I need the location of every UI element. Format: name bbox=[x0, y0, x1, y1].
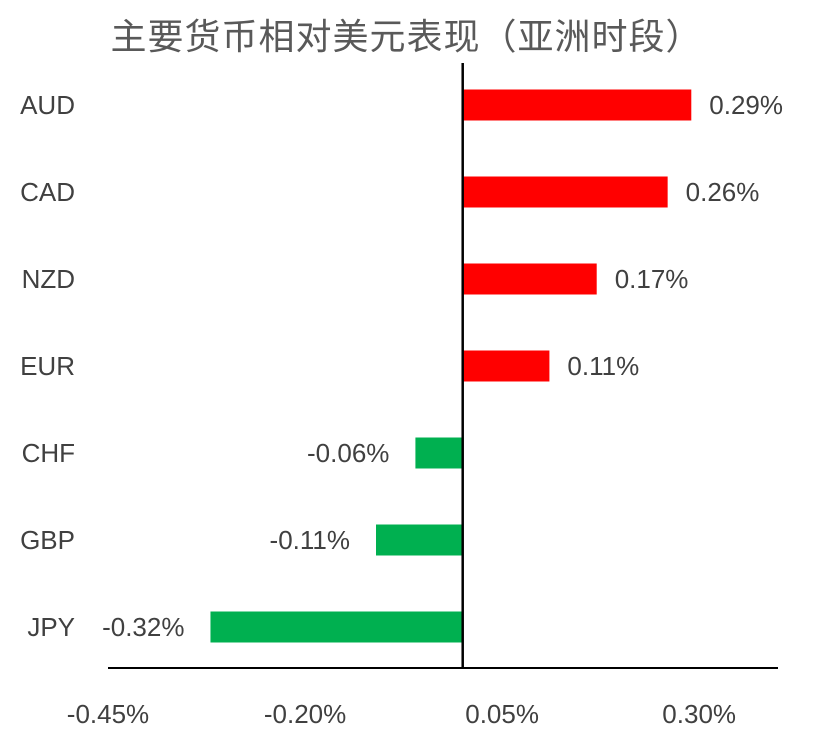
bar-gbp bbox=[376, 524, 463, 556]
bar-jpy bbox=[210, 611, 463, 643]
bar-aud bbox=[462, 89, 692, 121]
x-tick-label-3: 0.30% bbox=[662, 699, 736, 729]
category-labels-group: AUD CAD NZD EUR CHF GBP JPY bbox=[20, 90, 75, 642]
data-label-aud: 0.29% bbox=[709, 90, 783, 120]
chart-title: 主要货币相对美元表现（亚洲时段） bbox=[110, 17, 703, 58]
bar-eur bbox=[462, 350, 550, 382]
x-tick-label-2: 0.05% bbox=[465, 699, 539, 729]
data-labels-group: 0.29% 0.26% 0.17% 0.11% -0.06% -0.11% -0.32% bbox=[102, 90, 783, 642]
category-label-chf: CHF bbox=[22, 438, 75, 468]
category-label-aud: AUD bbox=[20, 90, 75, 120]
data-label-cad: 0.26% bbox=[686, 177, 760, 207]
category-label-eur: EUR bbox=[20, 351, 75, 381]
x-tick-label-0: -0.45% bbox=[67, 699, 149, 729]
category-label-jpy: JPY bbox=[27, 612, 75, 642]
data-label-gbp: -0.11% bbox=[270, 525, 350, 555]
bar-chf bbox=[415, 437, 463, 469]
bars-group bbox=[210, 89, 692, 643]
x-tick-label-1: -0.20% bbox=[264, 699, 346, 729]
category-label-cad: CAD bbox=[20, 177, 75, 207]
category-label-nzd: NZD bbox=[22, 264, 75, 294]
bar-cad bbox=[462, 176, 668, 208]
x-tick-labels-group: -0.45% -0.20% 0.05% 0.30% bbox=[67, 699, 736, 729]
data-label-nzd: 0.17% bbox=[615, 264, 689, 294]
data-label-chf: -0.06% bbox=[307, 438, 389, 468]
bar-nzd bbox=[462, 263, 597, 295]
data-label-jpy: -0.32% bbox=[102, 612, 184, 642]
data-label-eur: 0.11% bbox=[567, 351, 639, 381]
category-label-gbp: GBP bbox=[20, 525, 75, 555]
